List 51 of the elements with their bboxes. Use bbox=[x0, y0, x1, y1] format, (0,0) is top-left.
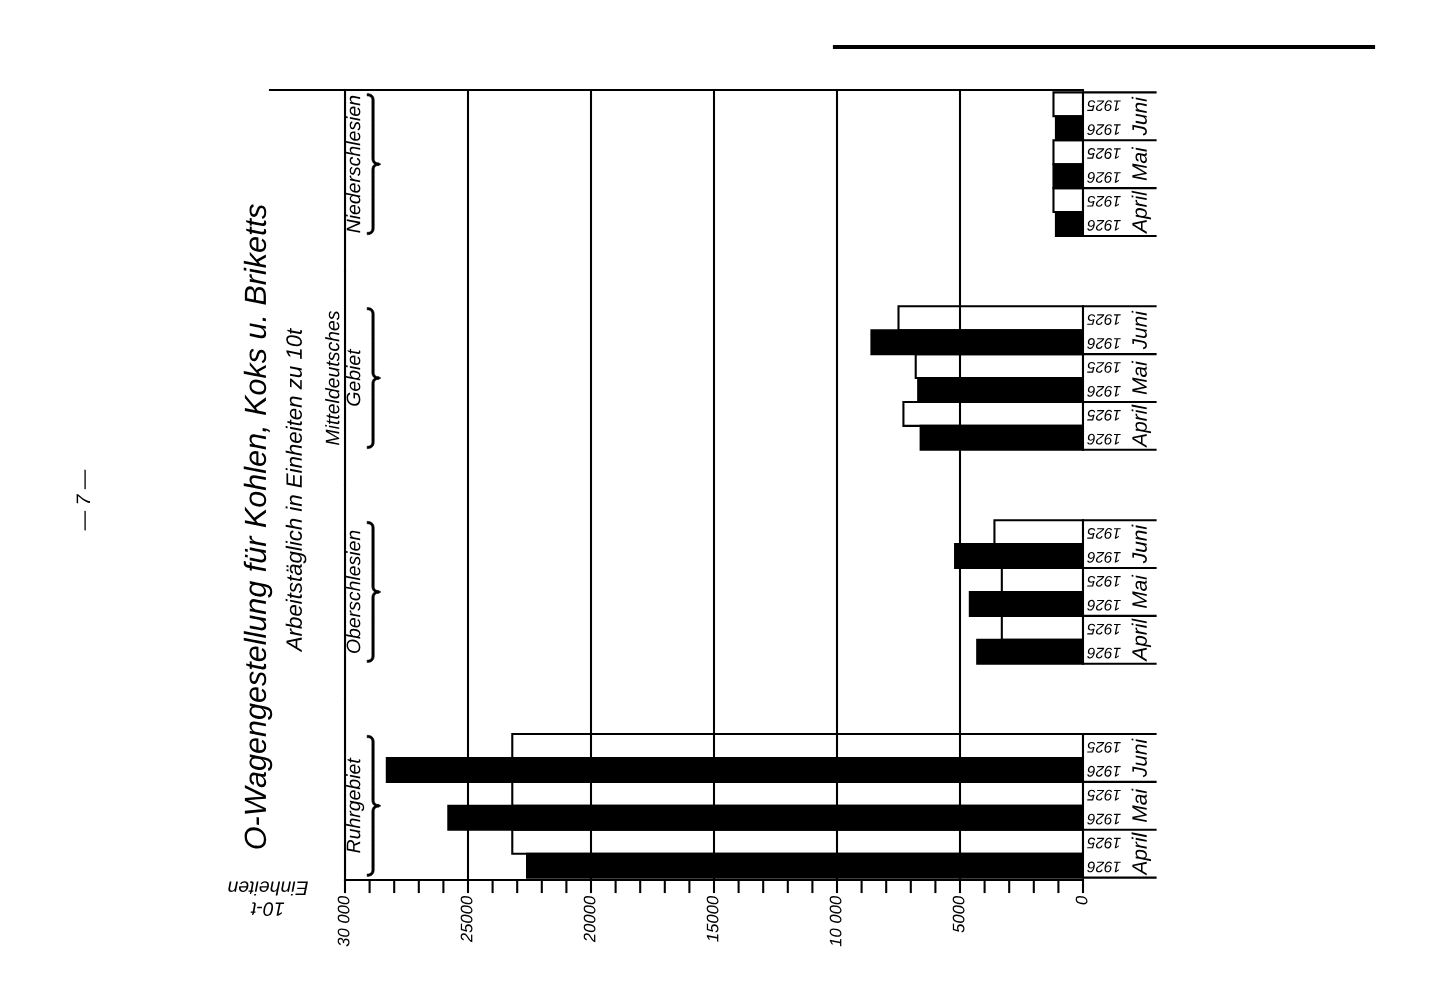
text: 1925 bbox=[1087, 789, 1121, 801]
x-tick-label: 10 000 bbox=[829, 895, 842, 947]
y-tick-label: Juni bbox=[1131, 524, 1147, 564]
y-tick-label: April bbox=[1131, 404, 1152, 448]
x-tick-label: 30 000 bbox=[337, 895, 350, 947]
x-tick-label: 25000 bbox=[460, 895, 473, 943]
text: 1926 bbox=[1087, 647, 1121, 659]
text: Arbeitstäglich in Einheiten zu 10t bbox=[285, 328, 307, 653]
x-tick-label: 15000 bbox=[706, 895, 719, 942]
y-tick-label: April bbox=[1131, 832, 1152, 876]
text: 1926 bbox=[1087, 385, 1121, 397]
text: 1926 bbox=[1087, 433, 1121, 445]
text: 1925 bbox=[1087, 837, 1121, 849]
text: 1926 bbox=[1087, 813, 1121, 825]
text: 1926 bbox=[1087, 219, 1121, 231]
x-tick-label: 5000 bbox=[952, 895, 965, 933]
text: 1925 bbox=[1087, 409, 1121, 421]
text: 1925 bbox=[1087, 623, 1121, 635]
text: O-Wagengestellung für Kohlen, Koks u. Briketts bbox=[243, 204, 273, 849]
y-tick-label: Mai bbox=[1131, 146, 1147, 181]
text: 1925 bbox=[1087, 575, 1121, 587]
text: — 7 — bbox=[76, 469, 91, 531]
y-tick-label: Mai bbox=[1131, 574, 1147, 609]
y-tick-label: Mai bbox=[1131, 788, 1147, 822]
legend-label: 1925 bbox=[1087, 314, 1121, 325]
text: 1925 bbox=[1087, 361, 1121, 373]
y-tick-label: April bbox=[1131, 618, 1152, 662]
x-tick-label: 20000 bbox=[583, 895, 596, 943]
y-tick-label: Juni bbox=[1131, 738, 1147, 778]
series-label: 1926 bbox=[1087, 124, 1121, 135]
text: 1926 bbox=[1087, 172, 1121, 183]
text: 1925 bbox=[1087, 148, 1121, 159]
text: Ruhrgebiet bbox=[346, 757, 365, 853]
text: 1926 bbox=[1087, 599, 1121, 611]
text: Mitteldeutsches Gebiet bbox=[325, 310, 361, 445]
text: Niederschlesien bbox=[346, 95, 361, 233]
x-axis-title: 10-t Einheiten bbox=[228, 881, 308, 917]
y-tick-label: Mai bbox=[1131, 360, 1147, 395]
y-tick-label: Juni bbox=[1131, 310, 1147, 350]
legend-label: 1925 bbox=[1087, 528, 1121, 539]
legend-label: 1925 bbox=[1087, 100, 1121, 112]
series-label: 1926 bbox=[1087, 765, 1121, 777]
series-label: 1926 bbox=[1087, 551, 1121, 563]
series-label: 1926 bbox=[1087, 338, 1121, 349]
text: 1925 bbox=[1087, 195, 1121, 207]
text: 1926 bbox=[1087, 861, 1121, 873]
legend-label: 1925 bbox=[1087, 741, 1121, 753]
y-tick-label: April bbox=[1131, 190, 1152, 234]
text: Oberschlesien bbox=[346, 530, 361, 654]
x-tick-label: 0 bbox=[1075, 895, 1088, 905]
y-tick-label: Juni bbox=[1131, 96, 1147, 136]
